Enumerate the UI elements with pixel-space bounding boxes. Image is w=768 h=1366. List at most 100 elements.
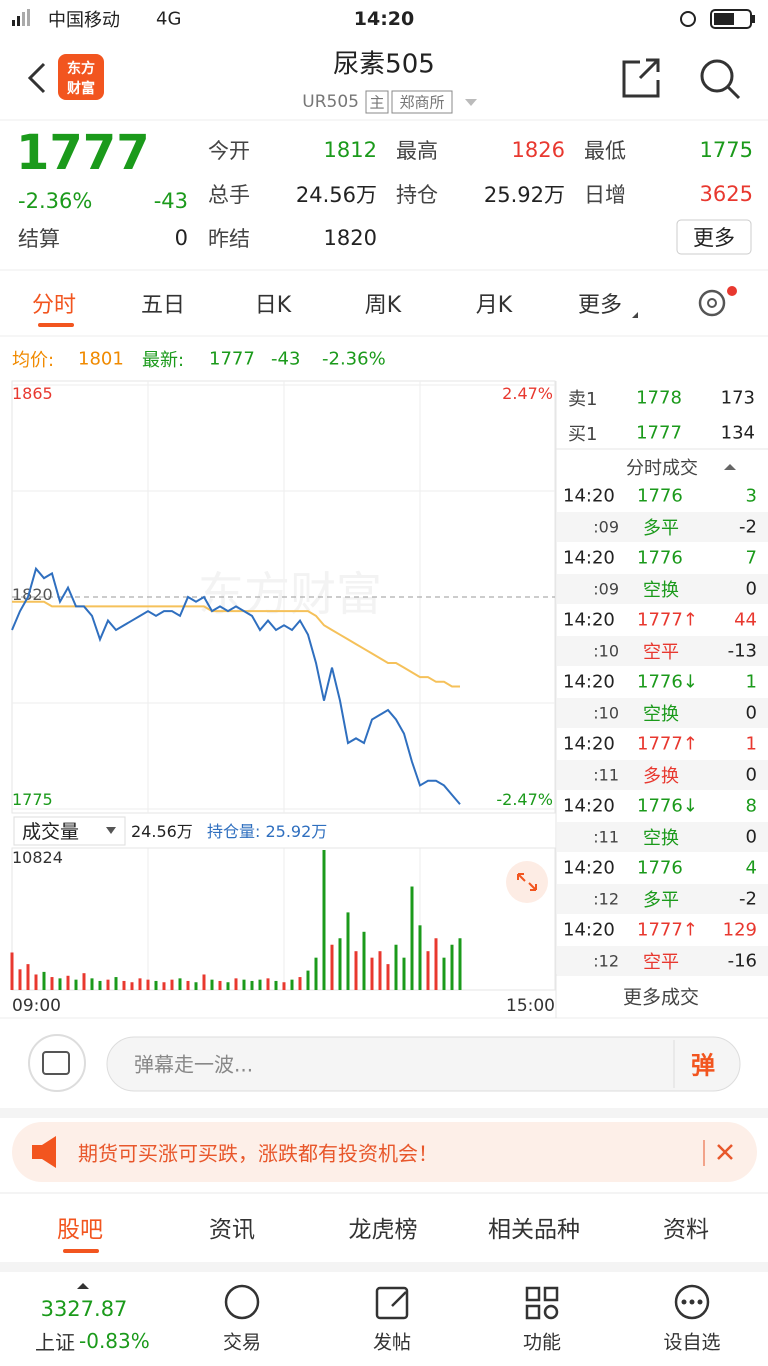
legend-value: -43 xyxy=(271,348,301,370)
volume-bar xyxy=(346,912,350,990)
stat-label: 最低 xyxy=(584,139,626,163)
trade-volume: 7 xyxy=(745,547,757,569)
row-bg xyxy=(557,884,768,914)
volume-bar xyxy=(426,951,430,990)
trade-time: 14:20 xyxy=(563,609,615,631)
trade-volume: 129 xyxy=(722,919,757,941)
legend-value: 1801 xyxy=(78,348,124,370)
trade-oi: 0 xyxy=(745,764,757,786)
book-label: 买1 xyxy=(568,424,598,445)
stat-value: 0 xyxy=(174,226,188,250)
volume-bar xyxy=(362,931,366,990)
volume-bar xyxy=(50,977,54,990)
tab[interactable]: 分时 xyxy=(31,293,76,318)
tag: 郑商所 xyxy=(399,93,445,112)
volume-bar xyxy=(114,977,118,990)
trade-time: 14:20 xyxy=(563,857,615,879)
volume-bar xyxy=(66,975,70,990)
y-tick-label: 1820 xyxy=(12,585,53,604)
sort-icon xyxy=(724,464,736,470)
tab[interactable]: 周K xyxy=(364,293,402,318)
more-button[interactable]: 更多 xyxy=(693,226,735,250)
placeholder: 弹幕走一波... xyxy=(134,1052,254,1077)
volume-bar xyxy=(74,979,78,990)
volume-bar xyxy=(330,944,334,990)
volume-bar xyxy=(338,938,342,990)
nav-item[interactable]: 交易 xyxy=(222,1331,261,1354)
trade-time: 14:20 xyxy=(563,795,615,817)
stat-label: 最高 xyxy=(396,139,438,163)
stat-value: 25.92万 xyxy=(483,183,565,207)
section-tab[interactable]: 资讯 xyxy=(209,1217,255,1243)
volume-bar xyxy=(242,979,246,990)
trade-time: 14:20 xyxy=(563,671,615,693)
trade-price: 1776↓ xyxy=(637,671,698,693)
x-tick-label: 15:00 xyxy=(506,996,555,1016)
trade-second: :11 xyxy=(593,765,619,785)
section-tab[interactable]: 资料 xyxy=(663,1217,709,1243)
y-tick-label: 1865 xyxy=(12,384,53,403)
trade-time: 14:20 xyxy=(563,733,615,755)
stat-label: 总手 xyxy=(208,183,250,207)
send-button[interactable]: 弹 xyxy=(691,1051,715,1080)
expand-button[interactable] xyxy=(506,861,548,903)
change-pct: -2.36% xyxy=(18,189,93,213)
stat-value: 24.56万 xyxy=(295,183,377,207)
volume-bar xyxy=(146,979,150,990)
logo: 财富 xyxy=(67,81,95,97)
tab[interactable]: 更多 xyxy=(577,293,622,318)
stat-label: 持仓 xyxy=(396,183,438,207)
section-tab[interactable]: 龙虎榜 xyxy=(348,1217,418,1243)
trade-time: 14:20 xyxy=(563,547,615,569)
section-tab[interactable]: 相关品种 xyxy=(488,1217,580,1243)
section-tab[interactable]: 股吧 xyxy=(57,1217,103,1243)
nav-item[interactable]: 发帖 xyxy=(372,1331,411,1354)
nav-item[interactable]: 设自选 xyxy=(663,1331,721,1354)
volume-bar xyxy=(402,957,406,990)
tab[interactable]: 月K xyxy=(475,293,513,318)
tab[interactable]: 日K xyxy=(254,293,292,318)
volume-bar xyxy=(154,980,158,990)
row-bg xyxy=(557,512,768,542)
back[interactable] xyxy=(27,62,46,94)
trade-oi: -2 xyxy=(739,888,757,910)
volume-bar xyxy=(418,925,422,990)
oi-label: 持仓量: 25.92万 xyxy=(207,822,327,841)
trade-oi: -2 xyxy=(739,516,757,538)
y-tick-label: 10824 xyxy=(12,848,63,867)
more-button[interactable] xyxy=(676,219,752,255)
tab[interactable]: 五日 xyxy=(140,293,185,318)
volume-bar xyxy=(266,978,270,990)
volume-selector[interactable] xyxy=(13,816,126,846)
expand-icon xyxy=(517,873,537,891)
trade-volume: 4 xyxy=(745,857,757,879)
volume-bar xyxy=(458,938,462,990)
volume-bar xyxy=(322,850,326,990)
trade-time: 14:20 xyxy=(563,919,615,941)
volume-bar xyxy=(234,978,238,990)
trade-kind: 空换 xyxy=(643,828,679,849)
row-bg xyxy=(557,574,768,604)
volume-bar xyxy=(226,982,230,990)
volume-bar xyxy=(18,969,22,990)
trade-oi: 0 xyxy=(745,826,757,848)
volume-bar xyxy=(282,982,286,990)
trade-oi: 0 xyxy=(745,578,757,600)
volume-bar xyxy=(106,979,110,990)
trade-second: :10 xyxy=(593,641,619,661)
trade-second: :11 xyxy=(593,827,619,847)
volume-bar xyxy=(194,982,198,990)
nav-item[interactable]: 功能 xyxy=(522,1331,561,1354)
trade-price: 1776↓ xyxy=(637,795,698,817)
index-value: 3327.87 xyxy=(40,1297,128,1321)
row-bg xyxy=(557,946,768,976)
book-volume: 173 xyxy=(720,387,755,409)
more-trades[interactable]: 更多成交 xyxy=(622,986,699,1009)
volume-bar xyxy=(378,951,382,990)
trade-second: :09 xyxy=(593,517,619,537)
comment-input[interactable] xyxy=(106,1036,741,1092)
volume-bar xyxy=(306,970,310,990)
trade-volume: 44 xyxy=(734,609,757,631)
volume-bar xyxy=(298,977,302,990)
